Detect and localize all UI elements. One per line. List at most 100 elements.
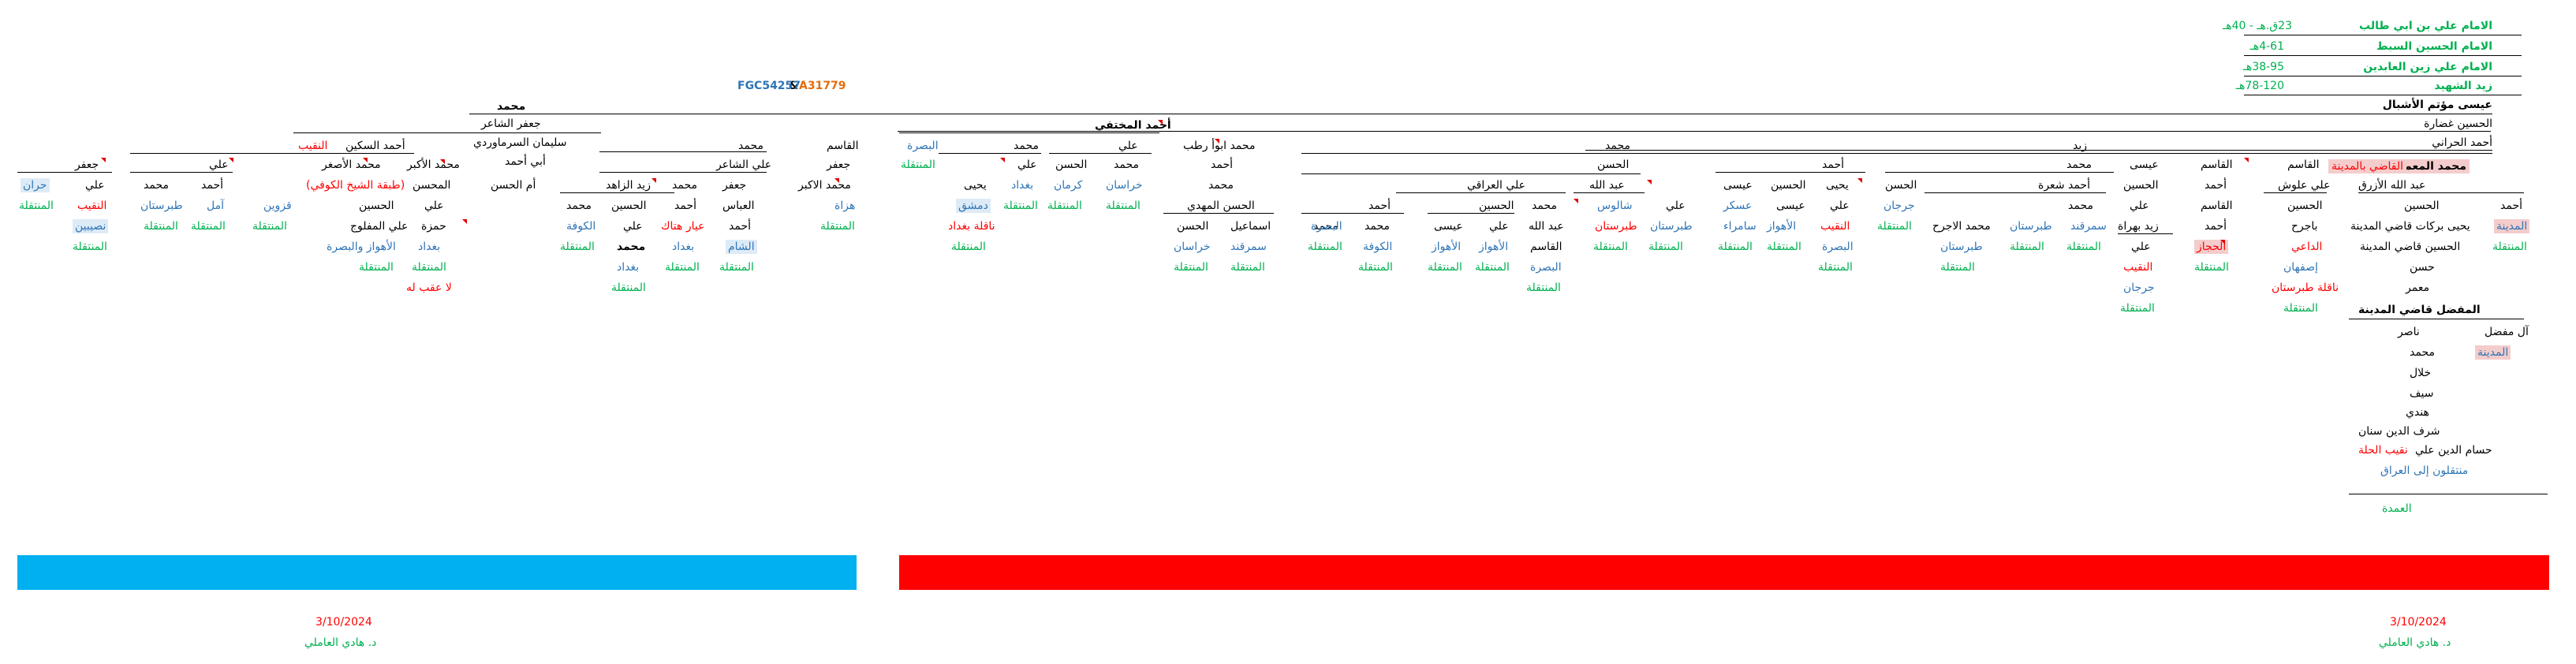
comment-marker-icon	[1574, 199, 1578, 203]
node-hassan-b: الحسن	[1055, 159, 1088, 171]
place-basra-d: البصرة	[1311, 220, 1342, 233]
node-hamza: حمزة	[421, 220, 446, 233]
place-muntaqila-e7: المنتقلة	[1940, 261, 1975, 274]
tree-connector-line	[2358, 192, 2524, 193]
place-kufa-a: الكوفة	[566, 220, 596, 233]
place-muntaqila-b7: المنتقلة	[19, 200, 54, 212]
node-hassan-c: الحسن	[1597, 159, 1630, 171]
place-kufa-b: الكوفة	[1363, 241, 1393, 253]
place-basra-a: البصرة	[907, 140, 939, 152]
spine-mohammad-muammar: محمد المعمر	[2395, 159, 2470, 173]
place-muntaqila-c3: المنتقلة	[1106, 200, 1141, 212]
place-tabaristan-e: طبرستان	[1940, 241, 1983, 253]
place-muntaqila-f1: المنتقلة	[2283, 302, 2318, 315]
place-ahwaz-basra: الأهواز والبصرة	[327, 241, 396, 253]
node-ismail: اسماعيل	[1230, 220, 1271, 233]
comment-marker-icon	[1158, 120, 1163, 125]
node-ahmad-sikkeen: أحمد السكين	[345, 140, 405, 152]
place-muntaqila-d3: المنتقلة	[1526, 282, 1561, 294]
place-khurasan-a: خراسان	[1174, 241, 1211, 253]
place-hazat: هزاة	[834, 200, 856, 212]
tree-connector-line	[899, 132, 1159, 133]
comment-marker-icon	[1215, 139, 1219, 144]
node-abdullah-a: عبد الله	[1589, 179, 1625, 192]
node-yahya-a: يحيى	[964, 179, 987, 192]
imam-hussein: الامام الحسين السبط	[2376, 40, 2492, 53]
node-naqib-b: النقيب	[77, 200, 107, 212]
place-ahwaz-a: الأهواز	[1479, 241, 1509, 253]
node-mohammad-p: محمد	[2410, 346, 2435, 359]
node-ahmad-mukhtafi: أحمد المختفي	[1095, 119, 1171, 132]
place-baghdad-c: بغداد	[418, 241, 441, 253]
node-mufaddal: المفضل قاضي المدينة	[2358, 304, 2481, 316]
node-mohammad-g: محمد	[1114, 159, 1139, 171]
place-muntaqila-d2: المنتقلة	[1593, 241, 1628, 253]
node-ali-shaer: علي الشاعر	[716, 159, 772, 171]
node-hussein-e: الحسين	[2123, 179, 2159, 192]
node-qasim-d: القاسم	[2201, 200, 2233, 212]
comment-marker-icon	[101, 158, 106, 162]
node-hussein-g: الحسين	[2404, 200, 2440, 212]
place-muntaqila-f2: المنتقلة	[2492, 241, 2527, 253]
tree-connector-line	[1574, 192, 1645, 193]
node-ayyar: عيار هتاك	[661, 220, 705, 233]
place-baghdad-a: بغداد	[672, 241, 695, 253]
tree-connector-line	[1301, 213, 1404, 214]
node-mohammad-j: محمد	[1605, 140, 1630, 152]
node-qasim-c: القاسم	[2201, 159, 2233, 171]
place-nasibin: نصيبين	[73, 219, 109, 233]
place-ahwaz-b: الأهواز	[1432, 241, 1462, 253]
node-ali-f: علي	[1017, 159, 1037, 171]
place-tabaristan-a: طبرستان	[140, 200, 183, 212]
node-ali-a: علي	[623, 220, 643, 233]
place-basra-b: البصرة	[1530, 261, 1562, 274]
place-madina-b: المدينة	[2475, 345, 2511, 360]
comment-marker-icon	[440, 159, 445, 164]
node-ali-k: علي	[2131, 241, 2151, 253]
tree-connector-line	[2244, 55, 2522, 56]
node-zaid-bahra: زيد بهراة	[2118, 220, 2159, 233]
place-samarqand-a: سمرقند	[1230, 241, 1267, 253]
node-mohammad-m: محمد	[1313, 220, 1338, 233]
place-jurjan-a: جرجان	[1883, 200, 1915, 212]
place-jurjan-b: جرجان	[2123, 282, 2155, 294]
place-madina-a: المدينة	[2494, 219, 2530, 233]
place-muntaqila-c2: المنتقلة	[1174, 261, 1208, 274]
comment-marker-icon	[1857, 178, 1862, 183]
node-mohammad-a: محمد	[738, 140, 763, 152]
node-hassan-mahdi: الحسن المهدي	[1187, 200, 1255, 212]
node-hussein-qadi: الحسين قاضي المدينة	[2360, 241, 2461, 253]
tree-connector-line	[1301, 173, 1641, 174]
tree-connector-line	[939, 153, 1041, 154]
imam-hussein-dates: 4-61هـ	[2249, 40, 2284, 53]
node-ahmad-k: أحمد	[2500, 200, 2522, 212]
place-muntaqila-d5: المنتقلة	[1428, 261, 1462, 274]
node-qasim-a: القاسم	[827, 140, 859, 152]
node-mohammad-akbar2: محمد الاكبر	[798, 179, 851, 192]
place-tabaristan-d: طبرستان	[2010, 220, 2052, 233]
node-mohammad-l: محمد	[1365, 220, 1390, 233]
place-shalus: شالوس	[1597, 200, 1633, 212]
node-isa-a: عيسى	[1434, 220, 1463, 233]
node-khallal: خلال	[2410, 367, 2432, 379]
node-ali-b: علي	[424, 200, 444, 212]
tree-connector-line	[1396, 192, 1566, 193]
spine-hussein-ghadara: الحسين غضارة	[2424, 118, 2492, 130]
place-muntaqila-a1: المنتقلة	[820, 220, 855, 233]
place-dimashq: دمشق	[956, 199, 991, 213]
node-sharaf: شرف الدين سنان	[2358, 425, 2440, 438]
node-hassan-a: الحسن	[1177, 220, 1209, 233]
node-nasir: ناصر	[2398, 326, 2420, 338]
tree-connector-line	[2264, 192, 2327, 193]
place-muntaqila-b5: المنتقلة	[144, 220, 178, 233]
node-mohammad-o: محمد	[2068, 200, 2093, 212]
node-sulayman: سليمان السرماوردي	[473, 136, 567, 149]
node-qasim-e: القاسم	[2287, 159, 2320, 171]
place-baghdad-b: بغداد	[617, 261, 640, 274]
place-muntaqila-b3: المنتقلة	[252, 220, 287, 233]
node-qasim-b: القاسم	[1530, 241, 1562, 253]
node-zaid-zahid: زيد الزاهد	[606, 179, 651, 192]
node-jafar-shaer: جعفر الشاعر	[481, 118, 541, 130]
node-naqila-baghdad: ناقلة بغداد	[948, 220, 995, 233]
place-muntaqila-d1: المنتقلة	[1648, 241, 1683, 253]
